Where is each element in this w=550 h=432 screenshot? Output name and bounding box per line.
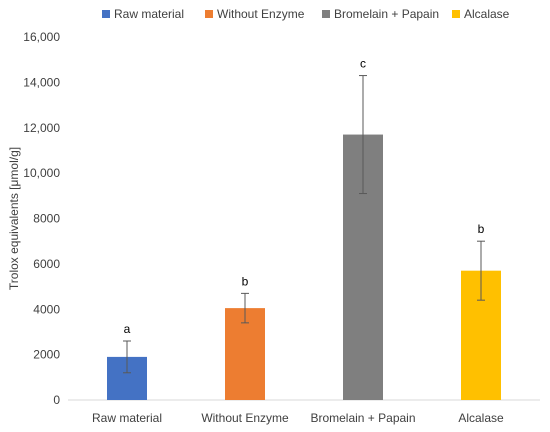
x-tick-label: Bromelain + Papain (310, 411, 415, 425)
y-tick-label: 12,000 (23, 121, 60, 135)
y-tick-label: 2000 (33, 348, 60, 362)
y-tick-label: 8000 (33, 212, 60, 226)
significance-label: a (124, 322, 131, 336)
x-tick-label: Without Enzyme (201, 411, 289, 425)
y-tick-label: 16,000 (23, 30, 60, 44)
y-tick-label: 4000 (33, 302, 60, 316)
y-axis: 0 2000 4000 6000 8000 10,000 12,000 14,000 16,00… (23, 30, 60, 407)
legend-label: Alcalase (464, 7, 510, 21)
significance-label: b (242, 274, 249, 288)
y-axis-title: Trolox equivalents [μmol/g] (7, 147, 21, 290)
legend-label: Raw material (114, 7, 184, 21)
legend-swatch (452, 10, 460, 18)
y-tick-label: 14,000 (23, 75, 60, 89)
legend-swatch (205, 10, 213, 18)
significance-label: c (360, 57, 366, 71)
legend: Raw material Without Enzyme Bromelain + Pa… (102, 7, 510, 21)
x-axis: Raw material Without Enzyme Bromelain + Pa… (92, 411, 504, 425)
legend-swatch (102, 10, 110, 18)
y-tick-label: 6000 (33, 257, 60, 271)
significance-label: b (478, 222, 485, 236)
bar (225, 308, 265, 400)
legend-label: Without Enzyme (217, 7, 305, 21)
legend-swatch (322, 10, 330, 18)
y-tick-label: 10,000 (23, 166, 60, 180)
y-tick-label: 0 (53, 393, 60, 407)
x-tick-label: Raw material (92, 411, 162, 425)
legend-label: Bromelain + Papain (334, 7, 439, 21)
bars: a b c b (107, 57, 501, 400)
x-tick-label: Alcalase (458, 411, 504, 425)
